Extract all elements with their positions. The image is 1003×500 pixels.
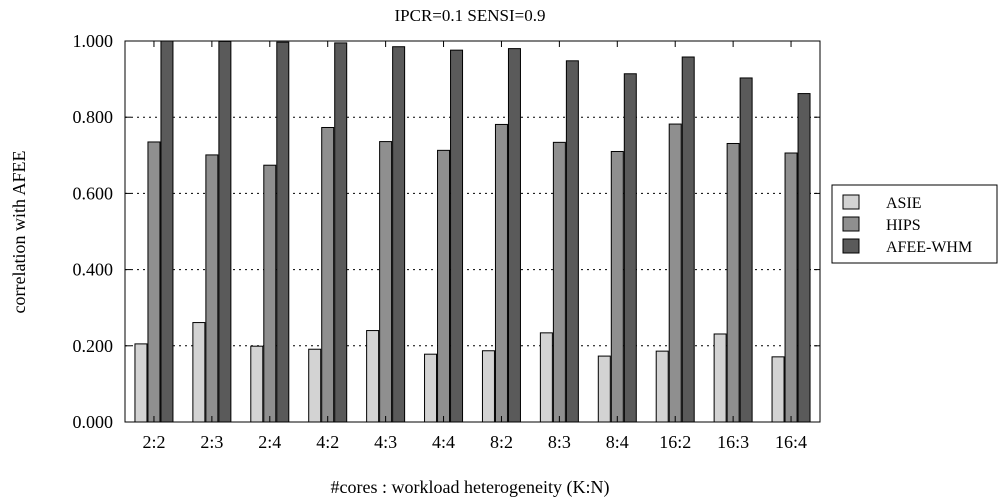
x-tick-label: 16:4 <box>775 432 807 452</box>
bar-asie <box>597 355 611 423</box>
x-tick-label: 4:4 <box>432 432 455 452</box>
bar-asie <box>481 350 495 423</box>
bar-asie <box>539 332 553 423</box>
x-tick-label: 2:3 <box>200 432 223 452</box>
bar-asie <box>192 322 206 423</box>
legend-label: ASIE <box>886 195 922 212</box>
bar-hips <box>205 154 219 423</box>
bar-afee-whm <box>623 73 637 423</box>
legend-swatch <box>842 216 860 232</box>
x-tick-label: 2:4 <box>258 432 281 452</box>
bar-afee-whm <box>797 93 811 423</box>
bar-hips <box>437 149 451 423</box>
legend-label: AFEE-WHM <box>886 239 972 256</box>
bar-afee-whm <box>334 42 348 423</box>
chart-title: IPCR=0.1 SENSI=0.9 <box>395 6 546 25</box>
x-tick-label: 4:2 <box>316 432 339 452</box>
y-axis-label: correlation with AFEE <box>9 151 29 314</box>
bar-hips <box>668 123 682 423</box>
y-tick-label: 0.200 <box>73 336 114 356</box>
bar-afee-whm <box>507 48 521 423</box>
legend-swatch <box>842 194 860 210</box>
y-tick-label: 0.000 <box>73 412 114 432</box>
bar-hips <box>726 142 740 423</box>
x-tick-label: 8:3 <box>548 432 571 452</box>
bar-afee-whm <box>392 46 406 423</box>
bar-afee-whm <box>565 60 579 423</box>
bar-asie <box>366 330 380 423</box>
bar-asie <box>134 343 148 423</box>
bar-afee-whm <box>681 56 695 423</box>
x-tick-label: 2:2 <box>142 432 165 452</box>
bars <box>134 40 811 423</box>
bar-hips <box>494 123 508 423</box>
legend-label: HIPS <box>886 217 921 234</box>
y-tick-label: 1.000 <box>73 31 114 51</box>
bar-asie <box>771 356 785 423</box>
bar-asie <box>308 348 322 423</box>
bar-afee-whm <box>218 40 232 423</box>
bar-asie <box>250 345 264 423</box>
x-tick-label: 8:4 <box>606 432 629 452</box>
bar-hips <box>552 141 566 423</box>
legend: ASIE HIPS AFEE-WHM <box>831 184 998 264</box>
bar-hips <box>610 150 624 423</box>
bar-hips <box>321 126 335 423</box>
y-tick-label: 0.400 <box>73 260 114 280</box>
bar-hips <box>379 141 393 423</box>
plot-frame <box>124 40 821 423</box>
x-tick-label: 4:3 <box>374 432 397 452</box>
grid-lines <box>125 116 820 347</box>
x-tick-label: 8:2 <box>490 432 513 452</box>
x-axis-label: #cores : workload heterogeneity (K:N) <box>331 477 610 498</box>
bar-hips <box>784 152 798 423</box>
x-tick-label: 16:3 <box>717 432 749 452</box>
y-tick-label: 0.800 <box>73 107 114 127</box>
x-tick-label: 16:2 <box>659 432 691 452</box>
bar-afee-whm <box>450 49 464 423</box>
bar-hips <box>263 164 277 423</box>
bar-asie <box>655 350 669 423</box>
tick-labels: 0.000 0.200 0.400 0.600 0.800 1.000 2:2 2:3 2:4 4… <box>73 31 808 452</box>
y-tick-label: 0.600 <box>73 183 114 203</box>
axis-ticks <box>125 40 820 423</box>
legend-swatch <box>842 238 860 254</box>
bar-hips <box>147 141 161 423</box>
bar-afee-whm <box>160 40 174 423</box>
bar-asie <box>424 353 438 423</box>
bar-afee-whm <box>276 41 290 423</box>
bar-afee-whm <box>739 77 753 423</box>
bar-asie <box>713 333 727 423</box>
